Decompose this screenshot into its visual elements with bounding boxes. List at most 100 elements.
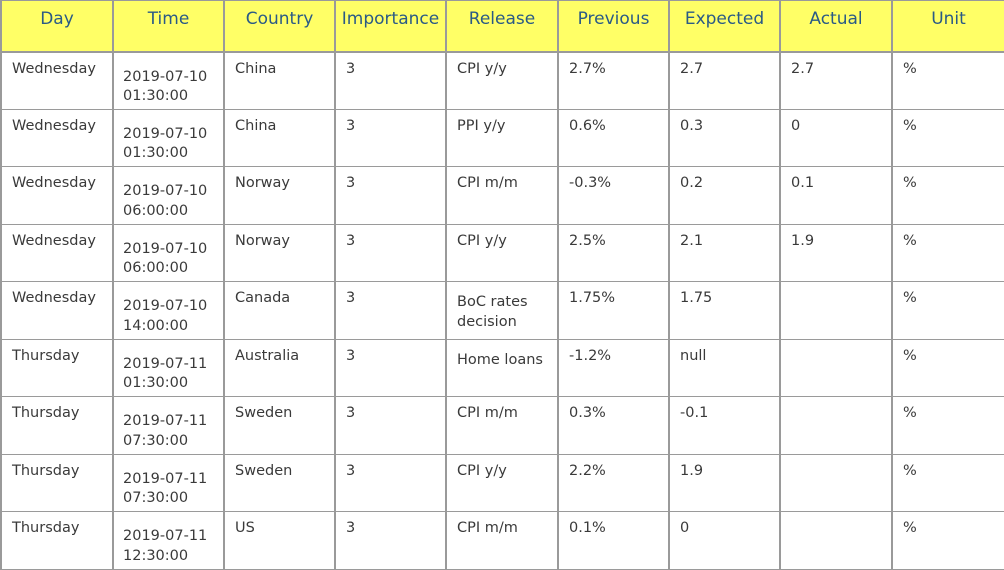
cell-time: 2019-07-10 14:00:00 xyxy=(112,281,225,340)
cell-expected: 2.7 xyxy=(668,50,781,110)
cell-country: Canada xyxy=(223,281,336,340)
cell-previous: 2.2% xyxy=(557,453,670,512)
cell-day: Wednesday xyxy=(0,108,114,167)
cell-importance: 3 xyxy=(334,223,447,282)
cell-previous: 2.7% xyxy=(557,50,670,110)
cell-actual: 0.1 xyxy=(779,166,893,225)
table-row: Wednesday 2019-07-10 01:30:00 China 3 PP… xyxy=(0,108,1004,167)
cell-day: Thursday xyxy=(0,396,114,455)
cell-previous: 1.75% xyxy=(557,281,670,340)
cell-time: 2019-07-11 07:30:00 xyxy=(112,453,225,512)
cell-unit: % xyxy=(891,453,1004,512)
cell-day: Thursday xyxy=(0,453,114,512)
cell-unit: % xyxy=(891,338,1004,397)
cell-time: 2019-07-10 01:30:00 xyxy=(112,50,225,110)
cell-day: Wednesday xyxy=(0,281,114,340)
cell-actual xyxy=(779,338,893,397)
cell-release: CPI m/m xyxy=(445,511,559,570)
cell-previous: 0.1% xyxy=(557,511,670,570)
cell-country: Norway xyxy=(223,223,336,282)
cell-expected: 0.3 xyxy=(668,108,781,167)
cell-unit: % xyxy=(891,281,1004,340)
cell-expected: 1.75 xyxy=(668,281,781,340)
cell-actual: 2.7 xyxy=(779,50,893,110)
cell-day: Wednesday xyxy=(0,50,114,110)
cell-unit: % xyxy=(891,511,1004,570)
cell-importance: 3 xyxy=(334,108,447,167)
cell-expected: null xyxy=(668,338,781,397)
cell-importance: 3 xyxy=(334,281,447,340)
cell-time: 2019-07-11 01:30:00 xyxy=(112,338,225,397)
cell-importance: 3 xyxy=(334,50,447,110)
table-row: Thursday 2019-07-11 12:30:00 US 3 CPI m/… xyxy=(0,511,1004,570)
cell-unit: % xyxy=(891,108,1004,167)
cell-unit: % xyxy=(891,223,1004,282)
header-previous[interactable]: Previous xyxy=(557,0,670,52)
cell-time: 2019-07-11 12:30:00 xyxy=(112,511,225,570)
cell-country: China xyxy=(223,50,336,110)
cell-expected: -0.1 xyxy=(668,396,781,455)
cell-release: CPI m/m xyxy=(445,166,559,225)
cell-actual: 0 xyxy=(779,108,893,167)
cell-previous: 2.5% xyxy=(557,223,670,282)
cell-release: CPI y/y xyxy=(445,223,559,282)
header-release[interactable]: Release xyxy=(445,0,559,52)
cell-importance: 3 xyxy=(334,511,447,570)
cell-unit: % xyxy=(891,396,1004,455)
table-row: Wednesday 2019-07-10 06:00:00 Norway 3 C… xyxy=(0,223,1004,282)
header-actual[interactable]: Actual xyxy=(779,0,893,52)
cell-country: Sweden xyxy=(223,396,336,455)
cell-release: Home loans xyxy=(445,338,559,397)
cell-release: CPI y/y xyxy=(445,453,559,512)
cell-country: US xyxy=(223,511,336,570)
cell-expected: 0.2 xyxy=(668,166,781,225)
cell-importance: 3 xyxy=(334,166,447,225)
cell-actual xyxy=(779,396,893,455)
cell-importance: 3 xyxy=(334,396,447,455)
table-row: Wednesday 2019-07-10 14:00:00 Canada 3 B… xyxy=(0,281,1004,340)
cell-time: 2019-07-10 06:00:00 xyxy=(112,166,225,225)
cell-previous: -1.2% xyxy=(557,338,670,397)
cell-previous: 0.6% xyxy=(557,108,670,167)
cell-country: Sweden xyxy=(223,453,336,512)
cell-day: Thursday xyxy=(0,338,114,397)
cell-previous: 0.3% xyxy=(557,396,670,455)
cell-expected: 2.1 xyxy=(668,223,781,282)
table-row: Thursday 2019-07-11 07:30:00 Sweden 3 CP… xyxy=(0,453,1004,512)
cell-expected: 0 xyxy=(668,511,781,570)
table-row: Wednesday 2019-07-10 06:00:00 Norway 3 C… xyxy=(0,166,1004,225)
cell-unit: % xyxy=(891,166,1004,225)
cell-unit: % xyxy=(891,50,1004,110)
header-country[interactable]: Country xyxy=(223,0,336,52)
table-row: Thursday 2019-07-11 01:30:00 Australia 3… xyxy=(0,338,1004,397)
cell-importance: 3 xyxy=(334,338,447,397)
cell-expected: 1.9 xyxy=(668,453,781,512)
header-unit[interactable]: Unit xyxy=(891,0,1004,52)
cell-actual xyxy=(779,453,893,512)
cell-importance: 3 xyxy=(334,453,447,512)
cell-release: CPI y/y xyxy=(445,50,559,110)
header-time[interactable]: Time xyxy=(112,0,225,52)
cell-country: Norway xyxy=(223,166,336,225)
header-expected[interactable]: Expected xyxy=(668,0,781,52)
cell-actual: 1.9 xyxy=(779,223,893,282)
table-row: Wednesday 2019-07-10 01:30:00 China 3 CP… xyxy=(0,50,1004,110)
cell-day: Wednesday xyxy=(0,223,114,282)
header-row: Day Time Country Importance Release Prev… xyxy=(0,0,1004,52)
table-row: Thursday 2019-07-11 07:30:00 Sweden 3 CP… xyxy=(0,396,1004,455)
cell-day: Thursday xyxy=(0,511,114,570)
cell-release: CPI m/m xyxy=(445,396,559,455)
header-importance[interactable]: Importance xyxy=(334,0,447,52)
cell-actual xyxy=(779,511,893,570)
cell-previous: -0.3% xyxy=(557,166,670,225)
cell-country: Australia xyxy=(223,338,336,397)
header-day[interactable]: Day xyxy=(0,0,114,52)
cell-release: BoC rates decision xyxy=(445,281,559,340)
cell-time: 2019-07-10 06:00:00 xyxy=(112,223,225,282)
cell-time: 2019-07-11 07:30:00 xyxy=(112,396,225,455)
cell-actual xyxy=(779,281,893,340)
cell-release: PPI y/y xyxy=(445,108,559,167)
cell-country: China xyxy=(223,108,336,167)
cell-day: Wednesday xyxy=(0,166,114,225)
